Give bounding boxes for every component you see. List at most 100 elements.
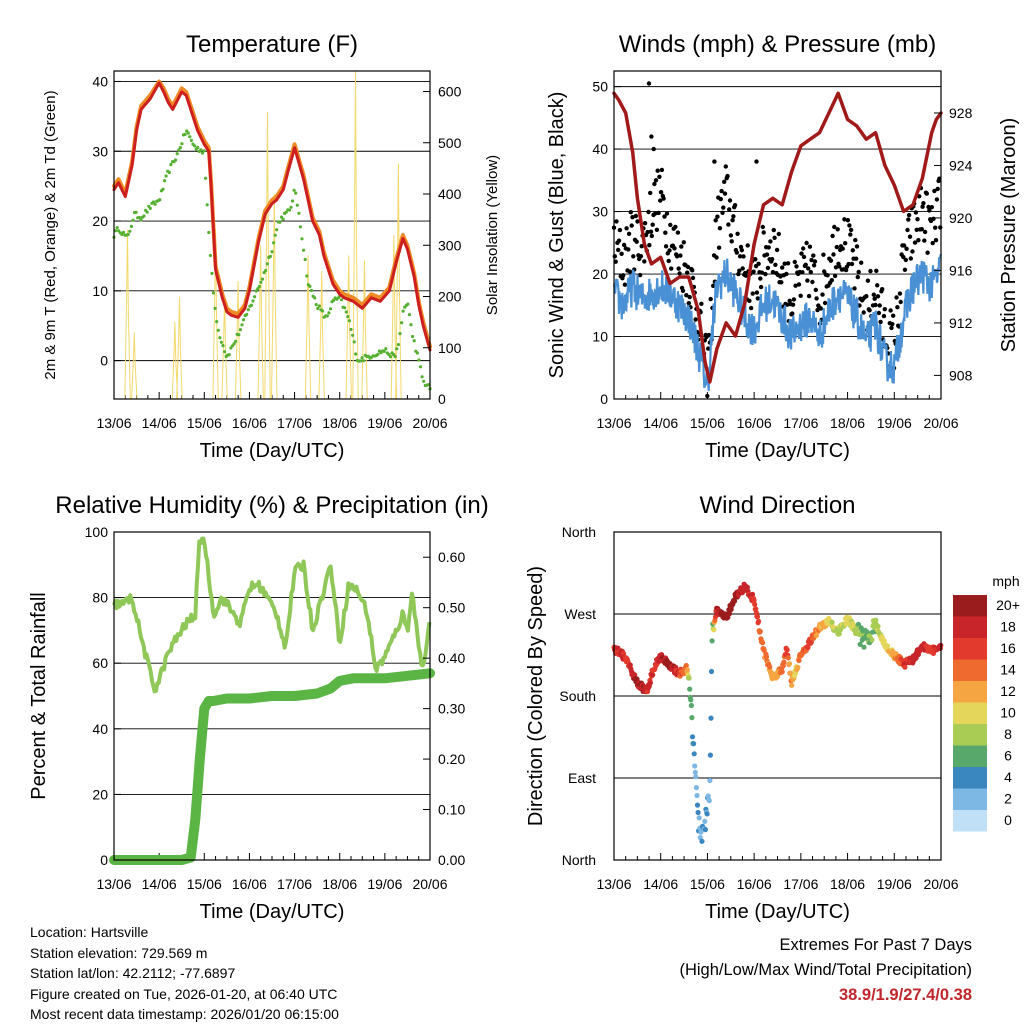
- gust-point: [638, 254, 644, 259]
- gust-point: [732, 203, 738, 208]
- dewpoint-point: [303, 257, 307, 262]
- gust-point: [667, 248, 672, 253]
- dewpoint-point: [131, 218, 135, 222]
- gust-point: [681, 240, 686, 245]
- gust-point: [771, 227, 776, 233]
- direction-point: [756, 618, 762, 624]
- panel1-ytick-label-left: 30: [92, 143, 108, 159]
- gust-point: [628, 210, 633, 215]
- dewpoint-point: [328, 307, 333, 311]
- gust-point: [832, 273, 838, 279]
- gust-point: [659, 167, 665, 173]
- panel3-ytick-label-left: 60: [92, 655, 108, 671]
- panel1-xtick-label: 14/06: [142, 415, 177, 431]
- gust-point: [648, 190, 653, 196]
- gust-point: [705, 393, 710, 399]
- gust-point: [853, 237, 858, 243]
- gust-point: [676, 266, 681, 271]
- gust-point: [902, 267, 908, 272]
- direction-point: [875, 623, 881, 629]
- dewpoint-point: [174, 158, 178, 162]
- panel2-ytick-label-left: 50: [592, 79, 608, 95]
- dewpoint-point: [278, 220, 282, 224]
- colorbar-swatch: [953, 724, 987, 746]
- dewpoint-point: [308, 284, 312, 288]
- direction-point: [779, 669, 785, 675]
- gust-point: [814, 296, 819, 301]
- direction-point: [751, 597, 757, 603]
- gust-point: [616, 247, 621, 253]
- gust-point: [748, 305, 754, 311]
- dewpoint-point: [396, 343, 400, 347]
- panel2-ytick-label-right: 928: [949, 105, 973, 121]
- gust-point: [890, 321, 895, 327]
- direction-point: [829, 619, 835, 625]
- gust-point: [798, 293, 803, 298]
- gust-point: [867, 308, 872, 313]
- gust-point: [848, 232, 853, 237]
- direction-ytick-label: South: [559, 688, 596, 704]
- gust-point: [837, 264, 842, 269]
- colorbar-swatch: [953, 659, 987, 681]
- gust-point: [684, 293, 689, 298]
- dewpoint-point: [175, 152, 179, 156]
- panel1-ytick-label-right: 400: [438, 186, 462, 202]
- dewpoint-point: [351, 333, 355, 337]
- gust-point: [677, 271, 682, 276]
- gust-point: [722, 191, 728, 196]
- solar-insolation-spike: [345, 255, 352, 400]
- dewpoint-point: [145, 210, 149, 214]
- dewpoint-point: [153, 202, 157, 206]
- gust-point: [727, 207, 732, 212]
- direction-point: [692, 769, 698, 775]
- gust-point: [813, 287, 818, 293]
- solar-insolation-spike: [264, 111, 271, 400]
- dewpoint-point: [309, 288, 314, 293]
- dewpoint-point: [259, 280, 263, 284]
- colorbar-label: 16: [1000, 640, 1016, 656]
- dewpoint-point: [242, 318, 246, 322]
- gust-point: [680, 288, 686, 293]
- panel2-xlabel: Time (Day/UTC): [705, 440, 850, 462]
- panel3-xtick-label: 17/06: [277, 876, 312, 892]
- gust-point: [712, 159, 717, 164]
- gust-point: [779, 280, 784, 285]
- panel2-ytick-label-right: 924: [949, 157, 973, 173]
- panel2-xtick-label: 20/06: [923, 415, 958, 431]
- panel3-ytick-label-right: 0.40: [438, 650, 465, 666]
- latlon-text: Station lat/lon: 42.2112; -77.6897: [30, 965, 236, 981]
- gust-point: [933, 238, 939, 243]
- gust-point: [891, 313, 896, 318]
- dewpoint-point: [302, 248, 306, 252]
- gust-point: [931, 216, 936, 221]
- gust-point: [621, 273, 626, 278]
- gust-point: [629, 223, 634, 228]
- gust-point: [622, 282, 628, 287]
- panel3-ytick-label-right: 0.10: [438, 802, 465, 818]
- dewpoint-point: [158, 198, 162, 202]
- dewpoint-point: [189, 138, 193, 142]
- gust-point: [843, 241, 848, 246]
- gust-point: [854, 244, 860, 249]
- dewpoint-point: [246, 308, 250, 312]
- dewpoint-point: [313, 296, 317, 300]
- gust-point: [725, 173, 730, 179]
- panel2-ytick-label-right: 916: [949, 262, 973, 278]
- gust-point: [647, 243, 652, 248]
- gust-point: [881, 313, 887, 319]
- gust-point: [761, 230, 766, 235]
- gust-point: [877, 303, 882, 308]
- dewpoint-point: [256, 287, 260, 291]
- gust-point: [766, 245, 771, 250]
- gust-point: [876, 310, 882, 316]
- panel1-ytick-label-right: 300: [438, 237, 462, 253]
- dewpoint-point: [137, 215, 141, 220]
- colorbar-label: 2: [1004, 791, 1012, 807]
- gust-point: [778, 274, 783, 279]
- gust-point: [871, 292, 876, 297]
- rh-ylabel: Percent & Total Rainfall: [28, 592, 50, 800]
- timestamp-text: Most recent data timestamp: 2026/01/20 0…: [30, 1006, 339, 1022]
- dewpoint-point: [388, 355, 393, 359]
- dewpoint-point: [115, 226, 119, 230]
- extremes-values: 38.9/1.9/27.4/0.38: [838, 986, 972, 1004]
